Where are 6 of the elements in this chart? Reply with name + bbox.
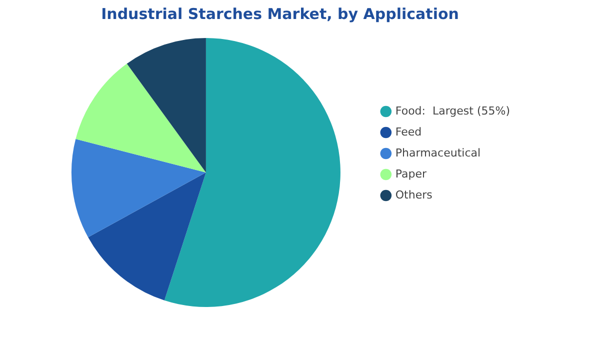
legend-label: Others (395, 188, 433, 202)
legend-label: Feed (395, 125, 422, 138)
legend-label: Food: Largest (55%) (395, 104, 510, 118)
chart-title: Industrial Starches Market, by Application (101, 4, 459, 23)
legend-label: Pharmaceutical (395, 146, 481, 160)
legend-label: Paper (395, 167, 428, 180)
